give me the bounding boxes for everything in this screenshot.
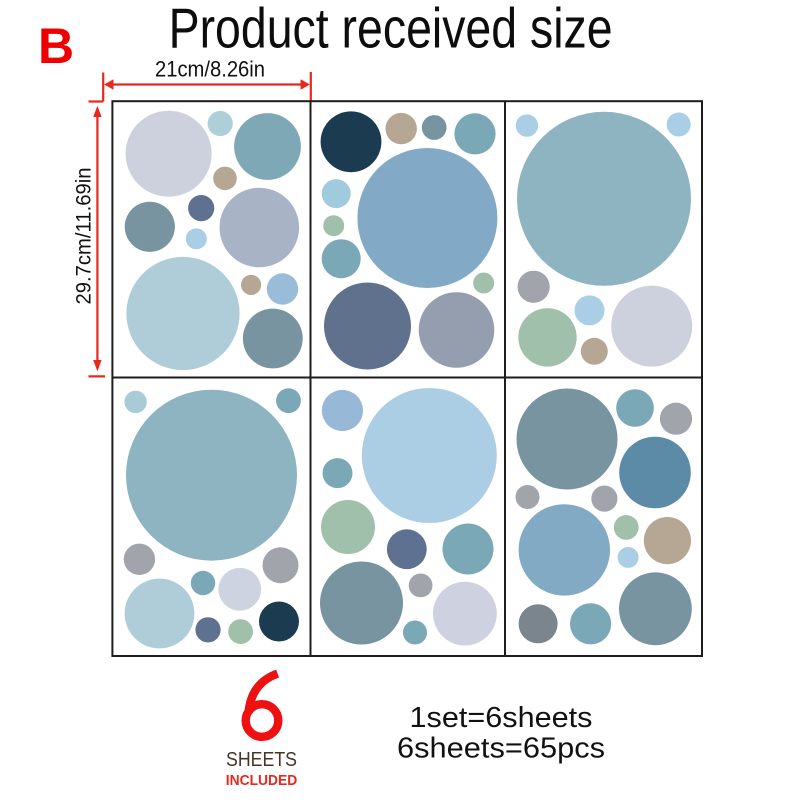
svg-text:B: B xyxy=(38,18,74,74)
svg-text:21cm/8.26in: 21cm/8.26in xyxy=(155,57,265,82)
svg-text:6sheets=65pcs: 6sheets=65pcs xyxy=(397,733,605,765)
svg-text:29.7cm/11.69in: 29.7cm/11.69in xyxy=(72,168,96,305)
svg-text:Product received size: Product received size xyxy=(169,0,613,61)
svg-text:SHEETS: SHEETS xyxy=(226,748,297,771)
svg-text:1set=6sheets: 1set=6sheets xyxy=(410,702,593,734)
svg-text:INCLUDED: INCLUDED xyxy=(226,773,298,789)
